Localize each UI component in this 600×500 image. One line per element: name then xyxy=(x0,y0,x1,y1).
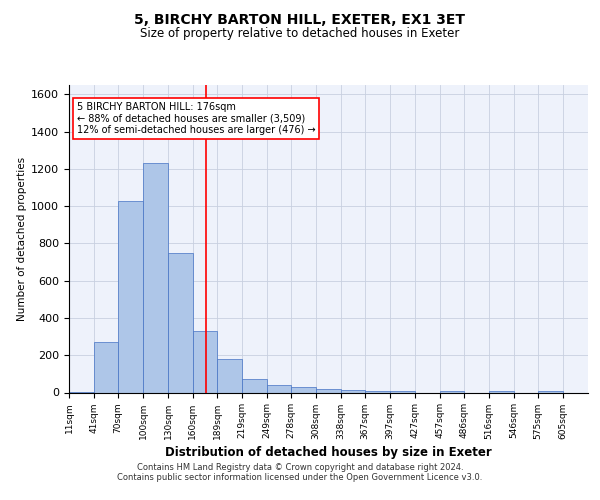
Bar xyxy=(118,200,143,392)
X-axis label: Distribution of detached houses by size in Exeter: Distribution of detached houses by size … xyxy=(165,446,492,458)
Bar xyxy=(168,252,193,392)
Text: 5 BIRCHY BARTON HILL: 176sqm
← 88% of detached houses are smaller (3,509)
12% of: 5 BIRCHY BARTON HILL: 176sqm ← 88% of de… xyxy=(77,102,316,135)
Bar xyxy=(390,390,415,392)
Bar xyxy=(267,385,291,392)
Text: 5, BIRCHY BARTON HILL, EXETER, EX1 3ET: 5, BIRCHY BARTON HILL, EXETER, EX1 3ET xyxy=(134,12,466,26)
Bar xyxy=(489,390,514,392)
Text: Contains public sector information licensed under the Open Government Licence v3: Contains public sector information licen… xyxy=(118,472,482,482)
Bar xyxy=(291,387,316,392)
Bar xyxy=(242,380,267,392)
Bar xyxy=(538,390,563,392)
Bar xyxy=(316,389,341,392)
Bar xyxy=(143,164,168,392)
Bar xyxy=(193,331,217,392)
Text: Size of property relative to detached houses in Exeter: Size of property relative to detached ho… xyxy=(140,28,460,40)
Bar xyxy=(217,359,242,392)
Bar xyxy=(341,390,365,392)
Bar xyxy=(440,390,464,392)
Text: Contains HM Land Registry data © Crown copyright and database right 2024.: Contains HM Land Registry data © Crown c… xyxy=(137,462,463,471)
Bar xyxy=(365,390,390,392)
Y-axis label: Number of detached properties: Number of detached properties xyxy=(17,156,27,321)
Bar xyxy=(94,342,118,392)
